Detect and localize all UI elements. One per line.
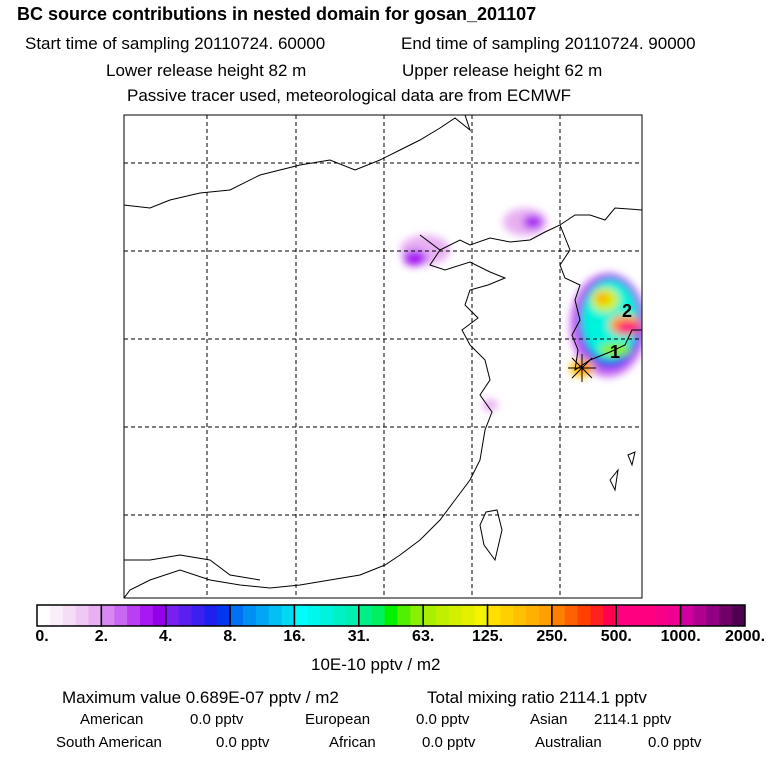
colorbar-segment <box>679 604 746 627</box>
colorbar-tick-label: 2. <box>94 628 109 645</box>
colorbar-swatch <box>436 605 450 626</box>
colorbar-swatch <box>191 605 205 626</box>
colorbar-swatch <box>307 605 321 626</box>
colorbar-swatch <box>654 605 669 626</box>
asian-value: 2114.1 pptv <box>594 711 672 728</box>
colorbar-tick-label: 500. <box>600 628 632 645</box>
start-time: Start time of sampling 20110724. 60000 <box>25 34 326 53</box>
marker-2: 2 <box>622 301 632 321</box>
asian-label: Asian <box>530 711 568 728</box>
colorbar-swatch <box>75 605 89 626</box>
african-value: 0.0 pptv <box>422 734 476 751</box>
colorbar-swatch <box>397 605 411 626</box>
colorbar-swatch <box>590 605 604 626</box>
colorbar-tick-label: 63. <box>412 628 435 645</box>
colorbar-swatch <box>242 605 257 626</box>
colorbar-swatch <box>603 605 617 626</box>
colorbar-swatch <box>577 605 592 626</box>
colorbar-swatch <box>204 605 218 626</box>
colorbar-swatch <box>551 605 566 626</box>
colorbar-swatch <box>719 605 733 626</box>
star-marker-icon <box>568 354 596 382</box>
colorbar-tick-label: 1000. <box>660 628 701 645</box>
colorbar-swatch <box>680 605 695 626</box>
colorbar-swatch <box>49 605 64 626</box>
colorbar-swatch <box>152 605 167 626</box>
colorbar-swatch <box>139 605 154 626</box>
end-time: End time of sampling 20110724. 90000 <box>401 34 696 53</box>
colorbar-swatch <box>114 605 128 626</box>
colorbar-swatch <box>371 605 386 626</box>
colorbar-swatch <box>706 605 720 626</box>
colorbar-swatch <box>642 605 656 626</box>
colorbar-swatch <box>255 605 270 626</box>
coastlines <box>124 115 642 598</box>
colorbar-tick-label: 0. <box>35 628 49 645</box>
colorbar-swatch <box>127 605 141 626</box>
american-value: 0.0 pptv <box>190 711 244 728</box>
concentration-field <box>400 208 642 411</box>
colorbar-swatch <box>230 605 244 626</box>
tracer-note: Passive tracer used, meteorological data… <box>127 86 572 105</box>
colorbar-swatch <box>281 605 295 626</box>
colorbar-swatch <box>268 605 283 626</box>
grid-lines <box>124 115 642 598</box>
south-american-value: 0.0 pptv <box>216 734 270 751</box>
colorbar-swatch <box>732 605 746 626</box>
colorbar-tick-label: 4. <box>159 628 173 645</box>
colorbar-swatch <box>667 605 682 626</box>
colorbar-swatch <box>500 605 514 626</box>
colorbar-swatch <box>101 605 115 626</box>
plot-title: BC source contributions in nested domain… <box>17 4 537 24</box>
colorbar-swatch <box>62 605 77 626</box>
colorbar-tick-label: 250. <box>536 628 568 645</box>
colorbar-tick-label: 2000. <box>724 628 766 645</box>
colorbar-swatch <box>487 605 501 626</box>
european-label: European <box>305 711 371 728</box>
colorbar-swatch <box>384 605 398 626</box>
upper-release-height: Upper release height 62 m <box>402 61 603 80</box>
colorbar-swatch <box>320 605 334 626</box>
maximum-value: Maximum value 0.689E-07 pptv / m2 <box>62 688 339 707</box>
colorbar-swatch <box>423 605 437 626</box>
colorbar-swatch <box>88 605 102 626</box>
colorbar <box>36 604 746 627</box>
european-value: 0.0 pptv <box>416 711 470 728</box>
colorbar-tick-label: 8. <box>223 628 237 645</box>
colorbar-swatch <box>333 605 347 626</box>
colorbar-swatch <box>410 605 424 626</box>
colorbar-swatch <box>448 605 463 626</box>
colorbar-swatch <box>37 605 51 626</box>
colorbar-tick-label: 16. <box>283 628 306 645</box>
colorbar-swatch <box>616 605 630 626</box>
south-american-label: South American <box>56 734 162 751</box>
marker-1: 1 <box>610 342 620 362</box>
colorbar-swatch <box>178 605 192 626</box>
colorbar-swatch <box>539 605 553 626</box>
colorbar-swatch <box>345 605 360 626</box>
colorbar-swatch <box>474 605 489 626</box>
colorbar-swatch <box>526 605 540 626</box>
australian-label: Australian <box>535 734 602 751</box>
colorbar-swatch <box>513 605 527 626</box>
american-label: American <box>80 711 144 728</box>
lower-release-height: Lower release height 82 m <box>106 61 307 80</box>
colorbar-swatch <box>358 605 373 626</box>
colorbar-swatch <box>693 605 707 626</box>
colorbar-swatch <box>461 605 476 626</box>
colorbar-swatch <box>564 605 579 626</box>
colorbar-unit: 10E-10 pptv / m2 <box>311 655 441 674</box>
colorbar-swatch <box>294 605 308 626</box>
colorbar-tick-label: 31. <box>347 628 370 645</box>
colorbar-swatch <box>629 605 643 626</box>
map-frame <box>123 114 643 599</box>
colorbar-tick-label: 125. <box>471 628 504 645</box>
colorbar-swatch <box>165 605 180 626</box>
colorbar-swatch <box>217 605 231 626</box>
african-label: African <box>329 734 376 751</box>
total-mixing-ratio: Total mixing ratio 2114.1 pptv <box>427 688 647 707</box>
australian-value: 0.0 pptv <box>648 734 702 751</box>
